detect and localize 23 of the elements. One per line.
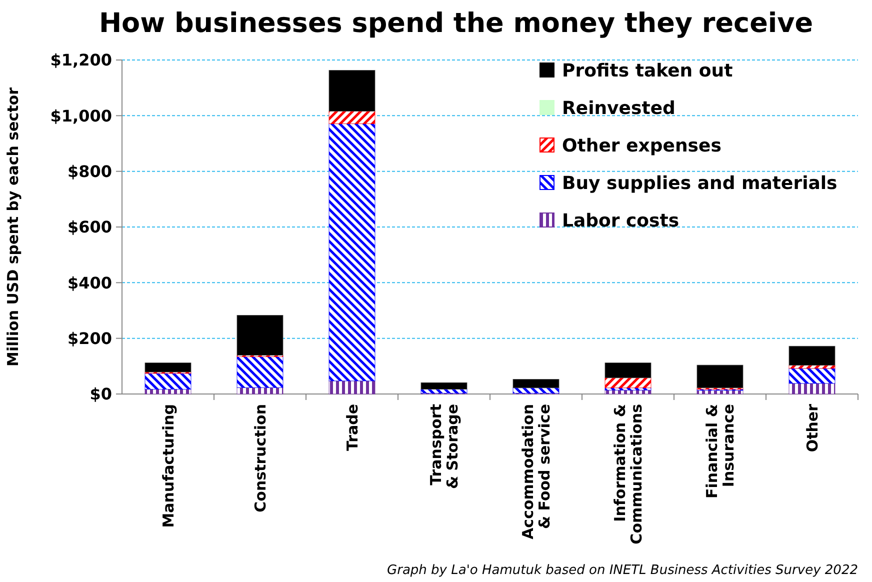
y-tick-label: $600	[67, 218, 112, 237]
legend-label: Labor costs	[562, 210, 680, 232]
x-tick-label: Accommodation & Food service	[519, 404, 554, 540]
legend-label: Buy supplies and materials	[562, 172, 838, 194]
legend-label: Reinvested	[562, 98, 676, 119]
legend-label: Other expenses	[562, 135, 722, 156]
x-tick-label: Transport & Storage	[427, 404, 462, 490]
y-tick-label: $1,000	[50, 106, 112, 126]
x-tick-label: Other	[803, 403, 822, 452]
text: Graph by La'o Hamutuk based on INETL Business Activities Survey 2022	[387, 563, 858, 578]
y-tick-label: $800	[67, 162, 112, 181]
chart-title: How businesses spend the money they receive	[98, 8, 814, 39]
x-tick-label: Information & Communications	[611, 404, 646, 544]
x-tick-label: Financial & Insurance	[703, 404, 738, 498]
legend-label: Profits taken out	[562, 60, 734, 82]
y-axis-title: Million USD spent by each sector	[4, 86, 22, 366]
x-tick-label: Manufacturing	[159, 404, 178, 528]
y-tick-label: $1,200	[50, 50, 112, 70]
x-tick-label: Construction	[251, 404, 270, 512]
y-tick-label: $200	[67, 328, 112, 348]
y-tick-label: $400	[67, 273, 112, 292]
y-tick-label: $0	[90, 384, 112, 404]
x-tick-label: Trade	[343, 404, 362, 452]
